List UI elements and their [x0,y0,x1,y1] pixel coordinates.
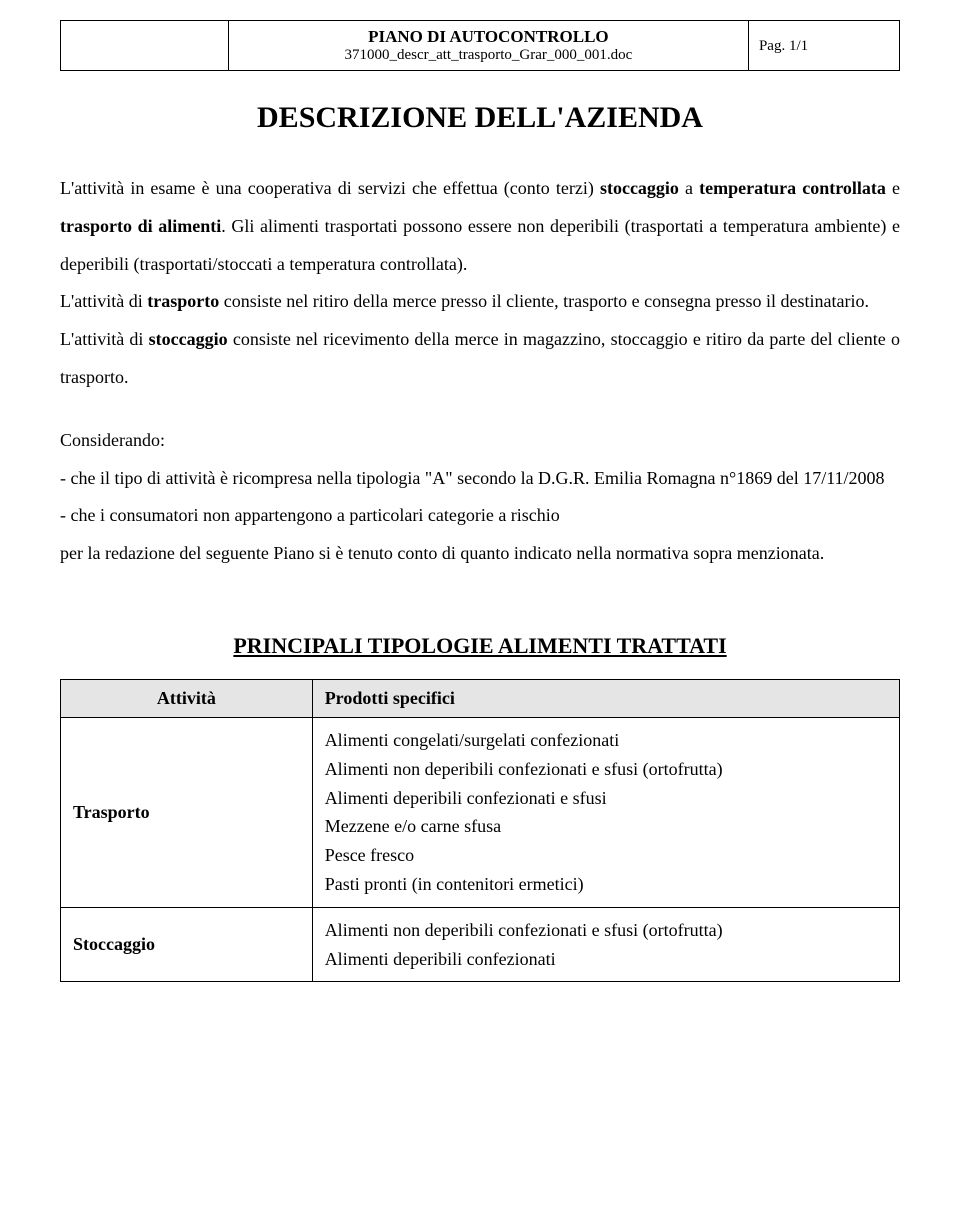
p6-text: - che i consumatori non appartengono a p… [60,497,900,535]
product-line: Pesce fresco [325,841,887,870]
main-title: DESCRIZIONE DELL'AZIENDA [60,101,900,135]
product-line: Alimenti congelati/surgelati confezionat… [325,726,887,755]
p2-text-1: L'attività di [60,291,147,311]
table-row: Trasporto Alimenti congelati/surgelati co… [61,717,900,907]
section-title: PRINCIPALI TIPOLOGIE ALIMENTI TRATTATI [60,633,900,659]
p1-bold-3: trasporto di alimenti [60,216,221,236]
header-center-cell: PIANO DI AUTOCONTROLLO 371000_descr_att_… [228,21,748,71]
product-line: Mezzene e/o carne sfusa [325,812,887,841]
attivita-cell: Trasporto [61,717,313,907]
table-header-attivita: Attività [61,679,313,717]
product-line: Alimenti deperibili confezionati [325,945,887,974]
attivita-cell: Stoccaggio [61,907,313,982]
product-line: Alimenti deperibili confezionati e sfusi [325,784,887,813]
products-table: Attività Prodotti specifici Trasporto Ali… [60,679,900,982]
prodotti-cell: Alimenti non deperibili confezionati e s… [312,907,899,982]
body-paragraph-2: Considerando: - che il tipo di attività … [60,422,900,573]
p4-text: Considerando: [60,422,900,460]
document-header-table: PIANO DI AUTOCONTROLLO 371000_descr_att_… [60,20,900,71]
p1-text-2: a [679,178,699,198]
p1-text-3: e [886,178,900,198]
p3-text-1: L'attività di [60,329,149,349]
table-header-prodotti: Prodotti specifici [312,679,899,717]
product-line: Alimenti non deperibili confezionati e s… [325,755,887,784]
p1-bold-1: stoccaggio [600,178,679,198]
product-line: Pasti pronti (in contenitori ermetici) [325,870,887,899]
p2-bold-1: trasporto [147,291,219,311]
body-paragraph-1: L'attività in esame è una cooperativa di… [60,170,900,397]
products-table-body: Trasporto Alimenti congelati/surgelati co… [61,717,900,981]
p5-text: - che il tipo di attività è ricompresa n… [60,460,900,498]
p7-text: per la redazione del seguente Piano si è… [60,535,900,573]
header-title: PIANO DI AUTOCONTROLLO [239,27,738,47]
header-right-cell: Pag. 1/1 [748,21,899,71]
header-page-number: Pag. 1/1 [759,38,808,54]
p3-bold-1: stoccaggio [149,329,228,349]
p1-text-1: L'attività in esame è una cooperativa di… [60,178,600,198]
header-subtitle: 371000_descr_att_trasporto_Grar_000_001.… [239,47,738,64]
prodotti-cell: Alimenti congelati/surgelati confezionat… [312,717,899,907]
header-left-cell [61,21,229,71]
p1-bold-2: temperatura controllata [699,178,886,198]
product-line: Alimenti non deperibili confezionati e s… [325,916,887,945]
table-row: Stoccaggio Alimenti non deperibili confez… [61,907,900,982]
p2-text-2: consiste nel ritiro della merce presso i… [219,291,869,311]
